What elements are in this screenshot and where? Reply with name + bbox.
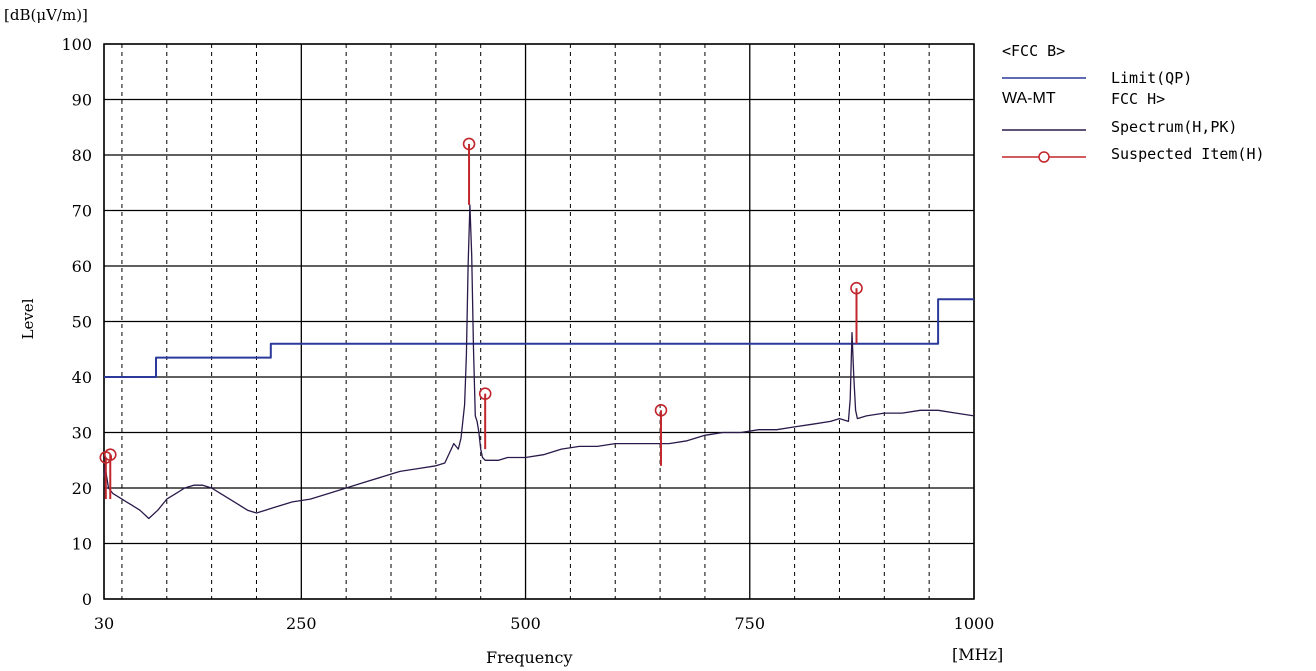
suspected-item-marker — [103, 448, 117, 462]
y-tick-label: 100 — [61, 35, 92, 54]
legend-fcc-h: FCC H> — [1111, 90, 1166, 108]
x-tick-label: 500 — [510, 614, 541, 633]
y-unit-label: [dB(μV/m)] — [4, 6, 88, 24]
plot-frame — [103, 43, 975, 600]
y-tick-label: 80 — [72, 146, 92, 165]
data-series — [99, 137, 975, 520]
suspected-item-marker — [462, 137, 476, 151]
suspected-item-marker — [850, 281, 863, 295]
x-tick-label: 250 — [286, 614, 317, 633]
legend — [1002, 77, 1086, 163]
legend-spectrum: Spectrum(H,PK) — [1111, 118, 1238, 136]
suspected-item-marker — [478, 387, 492, 400]
y-tick-label: 30 — [72, 424, 92, 443]
x-unit-label: [MHz] — [952, 645, 1004, 664]
y-tick-label: 10 — [72, 535, 92, 554]
suspected-item-marker — [654, 403, 668, 417]
y-tick-label: 40 — [72, 368, 92, 387]
y-tick-label: 70 — [72, 202, 92, 221]
legend-header-fcc-b: <FCC B> — [1002, 42, 1066, 60]
y-axis-label: Level — [19, 298, 37, 340]
y-tick-label: 50 — [72, 313, 92, 332]
spectrum-line — [103, 204, 975, 520]
tick-labels: 0 10 20 30 40 50 60 70 80 90 100 30 250 500 750 1000 — [61, 35, 994, 633]
grid — [103, 43, 975, 600]
legend-suspected-marker — [1038, 151, 1050, 163]
legend-limit-qp: Limit(QP) — [1111, 69, 1193, 87]
y-tick-label: 60 — [72, 257, 92, 276]
limit-qp-line — [104, 298, 974, 378]
legend-wa-mt: WA-MT — [1002, 90, 1056, 107]
x-tick-label: 750 — [734, 614, 765, 633]
axes — [103, 43, 975, 600]
y-tick-label: 90 — [72, 91, 92, 110]
y-tick-label: 0 — [82, 590, 92, 609]
x-tick-label: 1000 — [954, 614, 995, 633]
y-tick-label: 20 — [72, 479, 92, 498]
x-axis-label: Frequency — [486, 648, 573, 667]
x-tick-label: 30 — [94, 614, 114, 633]
legend-suspected-item: Suspected Item(H) — [1111, 145, 1265, 163]
